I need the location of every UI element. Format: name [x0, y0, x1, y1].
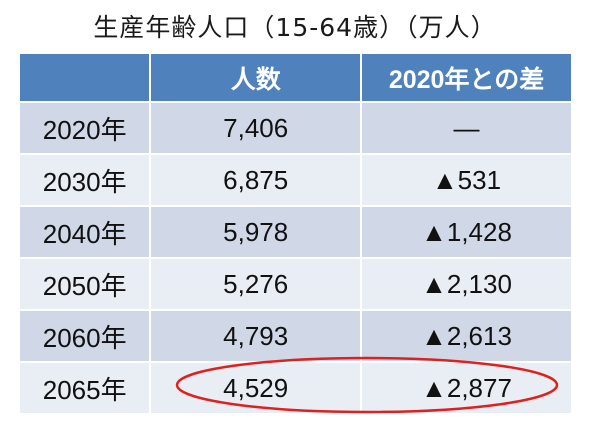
table-row-highlighted: 2065年 4,529 ▲2,877: [20, 363, 571, 413]
row-difference: —: [362, 103, 571, 153]
table-row: 2030年 6,875 ▲531: [20, 155, 571, 205]
header-difference: 2020年との差: [362, 54, 571, 101]
row-difference: ▲531: [362, 155, 571, 205]
row-population: 4,529: [151, 363, 361, 413]
row-year: 2050年: [20, 259, 150, 309]
table-row: 2050年 5,276 ▲2,130: [20, 259, 571, 309]
table-title: 生産年齢人口（15-64歳）（万人）: [93, 13, 497, 42]
row-year: 2040年: [20, 207, 150, 257]
table-header-row: 人数 2020年との差: [20, 54, 571, 101]
row-difference: ▲2,130: [362, 259, 571, 309]
row-population: 5,276: [151, 259, 361, 309]
row-difference: ▲1,428: [362, 207, 571, 257]
row-year: 2065年: [20, 363, 150, 413]
row-population: 5,978: [151, 207, 361, 257]
header-population: 人数: [151, 54, 361, 101]
table-row: 2060年 4,793 ▲2,613: [20, 311, 571, 361]
row-year: 2060年: [20, 311, 150, 361]
population-table: 人数 2020年との差 2020年 7,406 — 2030年 6,875 ▲5…: [18, 52, 573, 415]
row-population: 6,875: [151, 155, 361, 205]
row-year: 2030年: [20, 155, 150, 205]
row-population: 4,793: [151, 311, 361, 361]
row-population: 7,406: [151, 103, 361, 153]
row-difference: ▲2,613: [362, 311, 571, 361]
table-row: 2020年 7,406 —: [20, 103, 571, 153]
row-year: 2020年: [20, 103, 150, 153]
row-difference: ▲2,877: [362, 363, 571, 413]
header-year: [20, 54, 150, 101]
table-row: 2040年 5,978 ▲1,428: [20, 207, 571, 257]
